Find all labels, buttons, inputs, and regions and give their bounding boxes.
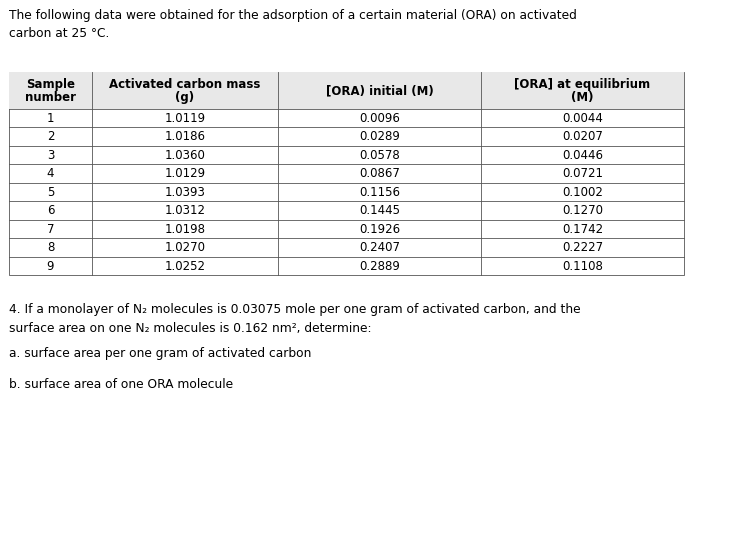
- Text: 0.1742: 0.1742: [562, 223, 603, 236]
- Text: 5: 5: [46, 186, 54, 199]
- Text: 2: 2: [46, 130, 54, 143]
- Text: a. surface area per one gram of activated carbon: a. surface area per one gram of activate…: [9, 347, 311, 361]
- Text: [ORA) initial (M): [ORA) initial (M): [325, 84, 433, 97]
- Text: 1.0119: 1.0119: [165, 112, 205, 125]
- Text: 0.0721: 0.0721: [562, 167, 603, 180]
- Text: 1: 1: [46, 112, 54, 125]
- Text: 6: 6: [46, 204, 54, 217]
- Text: 0.2227: 0.2227: [562, 241, 603, 254]
- Text: 1.0252: 1.0252: [165, 260, 205, 273]
- Text: 1.0198: 1.0198: [165, 223, 205, 236]
- Text: number: number: [25, 90, 76, 104]
- Bar: [9, 72, 684, 109]
- Text: 7: 7: [46, 223, 54, 236]
- Text: 4. If a monolayer of N₂ molecules is 0.03075 mole per one gram of activated carb: 4. If a monolayer of N₂ molecules is 0.0…: [9, 304, 581, 335]
- Text: 3: 3: [46, 149, 54, 162]
- Text: 0.1926: 0.1926: [359, 223, 400, 236]
- Text: b. surface area of one ORA molecule: b. surface area of one ORA molecule: [9, 377, 233, 391]
- Text: 1.0360: 1.0360: [165, 149, 205, 162]
- Text: (M): (M): [571, 90, 594, 104]
- Text: 0.1002: 0.1002: [562, 186, 603, 199]
- Bar: [9, 72, 684, 275]
- Text: 0.2889: 0.2889: [359, 260, 400, 273]
- Text: 0.0044: 0.0044: [562, 112, 603, 125]
- Text: 0.0207: 0.0207: [562, 130, 603, 143]
- Text: 0.0867: 0.0867: [359, 167, 400, 180]
- Text: 0.1270: 0.1270: [562, 204, 603, 217]
- Text: The following data were obtained for the adsorption of a certain material (ORA) : The following data were obtained for the…: [9, 9, 577, 41]
- Text: 0.1108: 0.1108: [562, 260, 603, 273]
- Text: 0.0578: 0.0578: [359, 149, 400, 162]
- Text: Sample: Sample: [26, 78, 75, 92]
- Text: 1.0186: 1.0186: [165, 130, 205, 143]
- Text: 1.0129: 1.0129: [165, 167, 205, 180]
- Text: 4: 4: [46, 167, 54, 180]
- Text: 0.0096: 0.0096: [359, 112, 400, 125]
- Text: 1.0312: 1.0312: [165, 204, 205, 217]
- Text: 0.0289: 0.0289: [359, 130, 400, 143]
- Text: 8: 8: [46, 241, 54, 254]
- Text: 0.0446: 0.0446: [562, 149, 603, 162]
- Text: (g): (g): [176, 90, 195, 104]
- Text: 1.0270: 1.0270: [165, 241, 205, 254]
- Text: 0.1445: 0.1445: [359, 204, 400, 217]
- Text: Activated carbon mass: Activated carbon mass: [109, 78, 261, 92]
- Text: [ORA] at equilibrium: [ORA] at equilibrium: [514, 78, 651, 92]
- Text: 0.1156: 0.1156: [359, 186, 400, 199]
- Text: 0.2407: 0.2407: [359, 241, 400, 254]
- Text: 9: 9: [46, 260, 54, 273]
- Text: 1.0393: 1.0393: [165, 186, 205, 199]
